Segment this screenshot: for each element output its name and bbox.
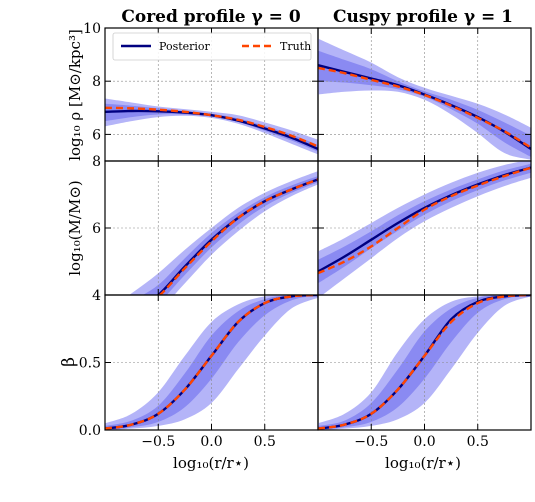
panel-0-band-inner <box>105 103 318 152</box>
panel-2-posterior-line <box>156 178 318 295</box>
column-title-cuspy: Cuspy profile γ = 1 <box>333 7 513 27</box>
panel-0-ytick-label: 6 <box>92 127 101 143</box>
panel-4-band-inner <box>105 295 318 430</box>
panel-4-ytick-label: 0.0 <box>79 423 101 439</box>
panel-2-ytick-label: 8 <box>92 154 101 170</box>
panel-1-plot-area <box>318 28 531 161</box>
panel-2-ytick-label: 6 <box>92 221 101 237</box>
legend-truth-label: Truth <box>280 40 311 53</box>
panel-4-ytick-label: 0.5 <box>79 356 101 372</box>
panel-4-truth-line <box>105 295 318 430</box>
panel-0-posterior-line <box>105 109 318 151</box>
panel-5-truth-line <box>318 295 531 430</box>
panel-4-xtick-label: −0.5 <box>141 434 175 450</box>
panel-5-xtick-label: 0.0 <box>413 434 435 450</box>
y-axis-label-mass: log₁₀(M/M⊙) <box>66 180 84 276</box>
panel-3-plot-area <box>318 161 531 295</box>
legend-posterior-label: Posterior <box>159 40 211 53</box>
panel-0-truth-line <box>105 106 318 148</box>
panel-0-ytick-label: 10 <box>83 21 101 37</box>
panel-2-ytick-label: 4 <box>92 288 101 304</box>
panel-0-ytick-label: 8 <box>92 74 101 90</box>
panel-4-xtick-label: 0.5 <box>254 434 276 450</box>
panel-3-truth-line <box>318 166 531 275</box>
panel-3-band-inner <box>318 163 531 284</box>
y-axis-label-density: log₁₀ ρ [M⊙/kpc³] <box>66 29 84 161</box>
legend-box <box>112 32 312 61</box>
x-axis-label-left: log₁₀(r/r⋆) <box>173 454 249 472</box>
panel-0-plot-area <box>105 28 318 161</box>
panels: 6 8 10 4 6 8 0.0 0.5 −0.5 0.0 0.5 −0.5 0.0 0.5 <box>79 21 532 450</box>
panel-5-plot-area <box>318 295 531 430</box>
panel-5-xtick-label: −0.5 <box>354 434 388 450</box>
panel-1-truth-line <box>318 66 531 149</box>
panel-4-plot-area <box>105 295 318 430</box>
panel-4-xtick-label: 0.0 <box>200 434 222 450</box>
y-axis-label-beta: β <box>59 357 79 367</box>
x-axis-label-right: log₁₀(r/r⋆) <box>385 454 461 472</box>
panel-2-plot-area <box>105 161 318 295</box>
panel-5-xtick-label: 0.5 <box>467 434 489 450</box>
legend: Posterior Truth <box>112 32 312 61</box>
panel-5-band-inner <box>318 295 531 430</box>
column-title-cored: Cored profile γ = 0 <box>121 7 300 27</box>
